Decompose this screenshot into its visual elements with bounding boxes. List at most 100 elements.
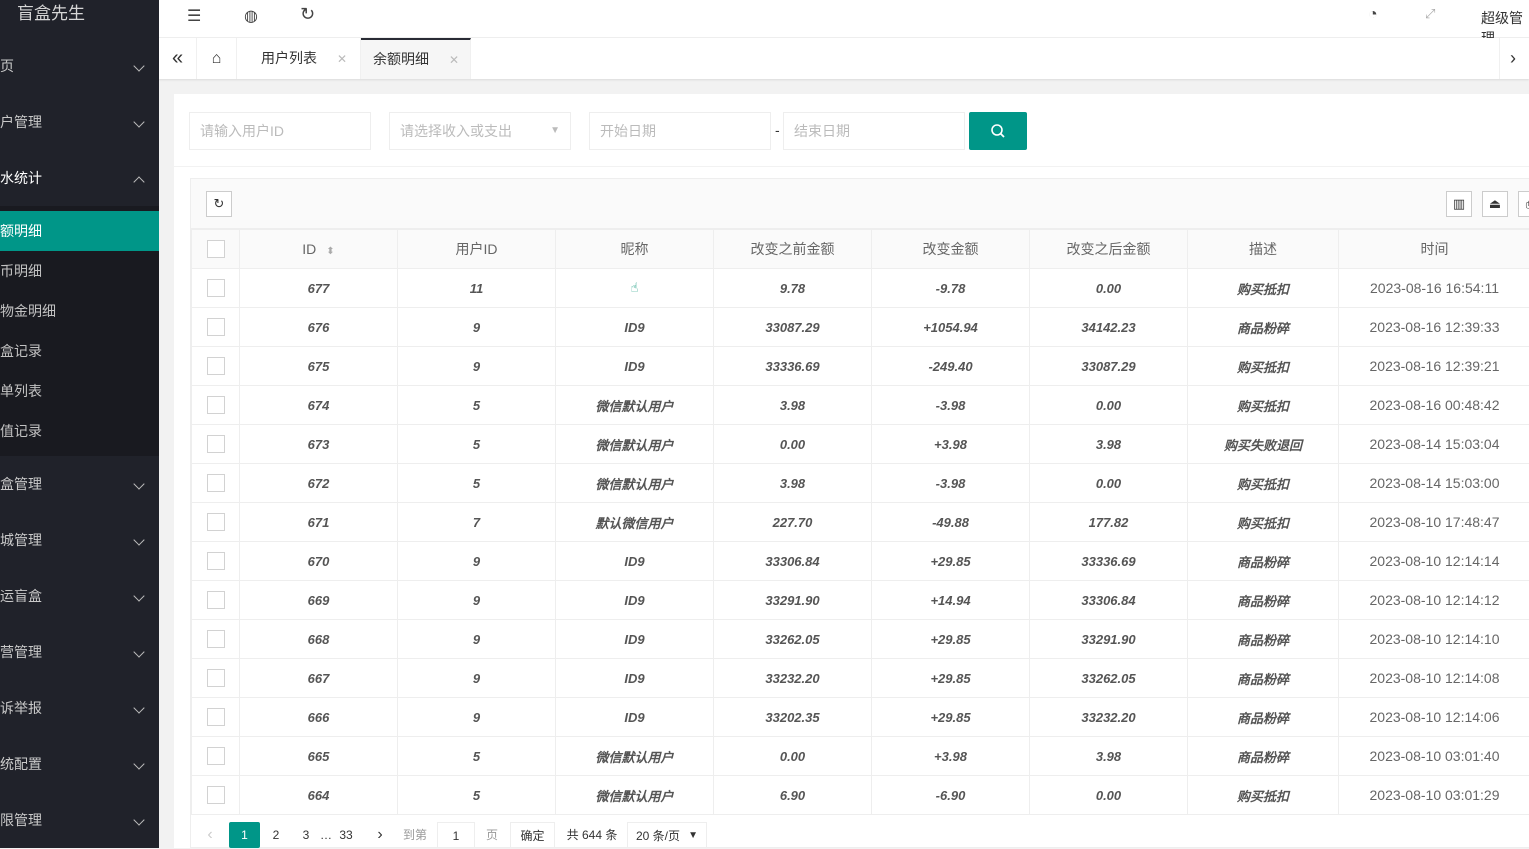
column-header[interactable]: ID⬍	[240, 230, 398, 269]
home-tab-icon[interactable]: ⌂	[197, 38, 237, 79]
table-cell: 5	[398, 737, 556, 776]
tab-balance-detail[interactable]: 余额明细✕	[361, 38, 471, 79]
cell-value: ID9	[624, 671, 644, 686]
refresh-icon[interactable]: ↻	[300, 4, 315, 25]
sidebar: 盲盒先生 页户管理水统计额明细币明细物金明细盒记录单列表值记录盒管理城管理运盲盒…	[0, 0, 159, 848]
end-date-input[interactable]: 结束日期	[783, 112, 965, 150]
goto-page-input[interactable]: 1	[437, 822, 475, 848]
type-select[interactable]: 请选择收入或支出▼	[389, 112, 571, 150]
sidebar-subitem[interactable]: 币明细	[0, 251, 159, 291]
table-cell: 669	[240, 581, 398, 620]
sidebar-item-label: 页	[0, 58, 14, 74]
page-size-select[interactable]: 20 条/页▼	[627, 822, 707, 848]
table-cell: +3.98	[872, 425, 1030, 464]
row-checkbox[interactable]	[207, 630, 225, 648]
row-checkbox[interactable]	[207, 669, 225, 687]
table-cell: +1054.94	[872, 308, 1030, 347]
table-cell: 666	[240, 698, 398, 737]
search-icon	[969, 112, 1027, 150]
sidebar-subitem[interactable]: 值记录	[0, 411, 159, 451]
sidebar-subitem[interactable]: 盒记录	[0, 331, 159, 371]
sidebar-subitem[interactable]: 物金明细	[0, 291, 159, 331]
cell-value: ID9	[624, 710, 644, 725]
globe-icon[interactable]: ◍	[244, 6, 258, 26]
page-size-value: 20 条/页	[636, 829, 680, 843]
sidebar-item[interactable]: 盒管理	[0, 456, 159, 512]
row-checkbox[interactable]	[207, 396, 225, 414]
cell-value: +29.85	[930, 671, 970, 686]
print-button[interactable]: ⎙	[1518, 191, 1529, 217]
tab-user-list[interactable]: 用户列表✕	[237, 38, 361, 79]
row-select-cell	[192, 698, 240, 737]
cell-value: 微信默认用户	[595, 789, 673, 804]
collapse-menu-icon[interactable]: ☰	[187, 6, 201, 26]
search-button[interactable]	[969, 112, 1027, 150]
row-checkbox[interactable]	[207, 552, 225, 570]
table-cell: 商品粉碎	[1188, 698, 1339, 737]
cell-value: 商品粉碎	[1237, 672, 1289, 687]
sidebar-item[interactable]: 诉举报	[0, 680, 159, 736]
page-button[interactable]: 2	[264, 822, 288, 848]
row-checkbox[interactable]	[207, 786, 225, 804]
content-card: 请输入用户ID 请选择收入或支出▼ 开始日期 - 结束日期 ↻ ▥ ⏏ ⎙ ID…	[174, 94, 1529, 848]
table-cell: 购买抵扣	[1188, 464, 1339, 503]
row-checkbox[interactable]	[207, 318, 225, 336]
sidebar-subitem[interactable]: 额明细	[0, 211, 159, 251]
cell-value: 默认微信用户	[595, 516, 673, 531]
row-checkbox[interactable]	[207, 591, 225, 609]
table-cell: 668	[240, 620, 398, 659]
table-cell: 5	[398, 776, 556, 815]
row-checkbox[interactable]	[207, 357, 225, 375]
sidebar-item[interactable]: 限管理	[0, 792, 159, 848]
column-filter-button[interactable]: ▥	[1446, 191, 1472, 217]
tabs-scroll-left-icon[interactable]: «	[159, 38, 197, 79]
sidebar-item-label: 限管理	[0, 812, 42, 828]
cell-value: 商品粉碎	[1237, 711, 1289, 726]
sort-icon[interactable]: ⬍	[326, 246, 334, 257]
cell-value: 33306.84	[1081, 593, 1135, 608]
row-checkbox[interactable]	[207, 513, 225, 531]
page-button[interactable]: 33	[334, 822, 358, 848]
next-page-icon[interactable]: ›	[370, 822, 390, 848]
theme-palette-icon[interactable]: ◔	[1368, 6, 1378, 24]
user-id-input[interactable]: 请输入用户ID	[189, 112, 371, 150]
cell-value: 667	[308, 671, 330, 686]
export-button[interactable]: ⏏	[1482, 191, 1508, 217]
sidebar-item[interactable]: 运盲盒	[0, 568, 159, 624]
table-cell: 2023-08-10 03:01:29	[1339, 776, 1529, 815]
sidebar-item[interactable]: 统配置	[0, 736, 159, 792]
table-refresh-button[interactable]: ↻	[206, 191, 232, 217]
cell-value: 9	[473, 593, 480, 608]
row-checkbox[interactable]	[207, 435, 225, 453]
fullscreen-icon[interactable]: ⤢	[1425, 6, 1435, 22]
row-checkbox[interactable]	[207, 747, 225, 765]
row-checkbox[interactable]	[207, 279, 225, 297]
table-cell: ☝	[556, 269, 714, 308]
table-cell: 购买抵扣	[1188, 269, 1339, 308]
row-select-cell	[192, 776, 240, 815]
close-icon[interactable]: ✕	[337, 52, 347, 66]
table-cell: 670	[240, 542, 398, 581]
row-checkbox[interactable]	[207, 708, 225, 726]
cell-value: 2023-08-16 16:54:11	[1370, 280, 1499, 296]
sidebar-item[interactable]: 营管理	[0, 624, 159, 680]
prev-page-icon[interactable]: ‹	[200, 822, 220, 848]
sidebar-item[interactable]: 户管理	[0, 94, 159, 150]
sidebar-subitem[interactable]: 单列表	[0, 371, 159, 411]
sidebar-item[interactable]: 水统计	[0, 150, 159, 206]
row-checkbox[interactable]	[207, 474, 225, 492]
cell-value: 0.00	[1096, 476, 1121, 491]
select-all-cell	[192, 230, 240, 269]
table-cell: 677	[240, 269, 398, 308]
start-date-input[interactable]: 开始日期	[589, 112, 771, 150]
chevron-down-icon	[133, 646, 144, 657]
select-all-checkbox[interactable]	[207, 240, 225, 258]
sidebar-item[interactable]: 页	[0, 38, 159, 94]
cell-value: +14.94	[930, 593, 970, 608]
close-icon[interactable]: ✕	[449, 53, 459, 67]
tabs-scroll-right-icon[interactable]: ›	[1499, 38, 1529, 79]
confirm-goto-button[interactable]: 确定	[510, 822, 555, 848]
page-button[interactable]: 1	[229, 822, 260, 848]
sidebar-item[interactable]: 城管理	[0, 512, 159, 568]
table-cell: 33087.29	[1030, 347, 1188, 386]
